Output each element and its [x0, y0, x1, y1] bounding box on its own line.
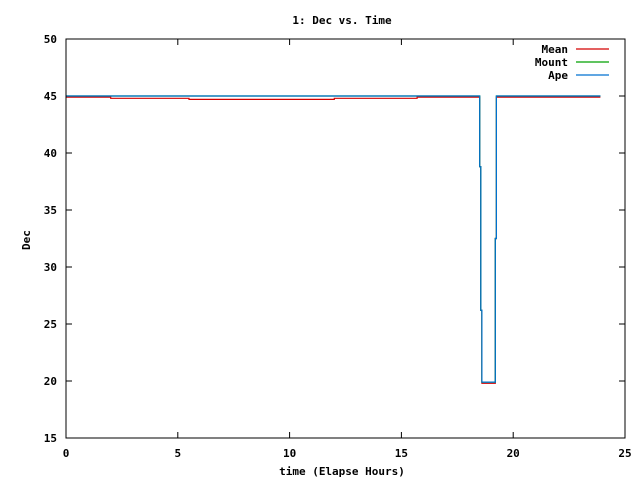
chart-title: 1: Dec vs. Time — [292, 14, 392, 27]
legend-label-mean: Mean — [542, 43, 569, 56]
plot-frame — [65, 38, 626, 439]
legend-label-mount: Mount — [535, 56, 568, 69]
y-tick-label: 35 — [44, 204, 57, 217]
legend-label-ape: Ape — [548, 69, 568, 82]
y-tick-label: 40 — [44, 147, 57, 160]
series-line-ape — [66, 95, 601, 383]
x-tick-label: 0 — [63, 447, 70, 460]
y-tick-label: 45 — [44, 90, 57, 103]
x-tick-label: 15 — [395, 447, 408, 460]
x-tick-label: 10 — [283, 447, 296, 460]
y-tick-label: 15 — [44, 432, 57, 445]
x-tick-label: 25 — [618, 447, 631, 460]
y-tick-label: 50 — [44, 33, 57, 46]
series-layer — [66, 95, 601, 384]
tick-layer: 0 5 10 15 20 25 15 20 25 30 35 40 45 50 — [44, 33, 632, 460]
y-tick-label: 30 — [44, 261, 57, 274]
x-tick-label: 5 — [174, 447, 181, 460]
y-tick-label: 20 — [44, 375, 57, 388]
y-tick-label: 25 — [44, 318, 57, 331]
x-tick-label: 20 — [507, 447, 520, 460]
y-axis-label: Dec — [20, 230, 33, 250]
x-axis-label: time (Elapse Hours) — [279, 465, 405, 478]
